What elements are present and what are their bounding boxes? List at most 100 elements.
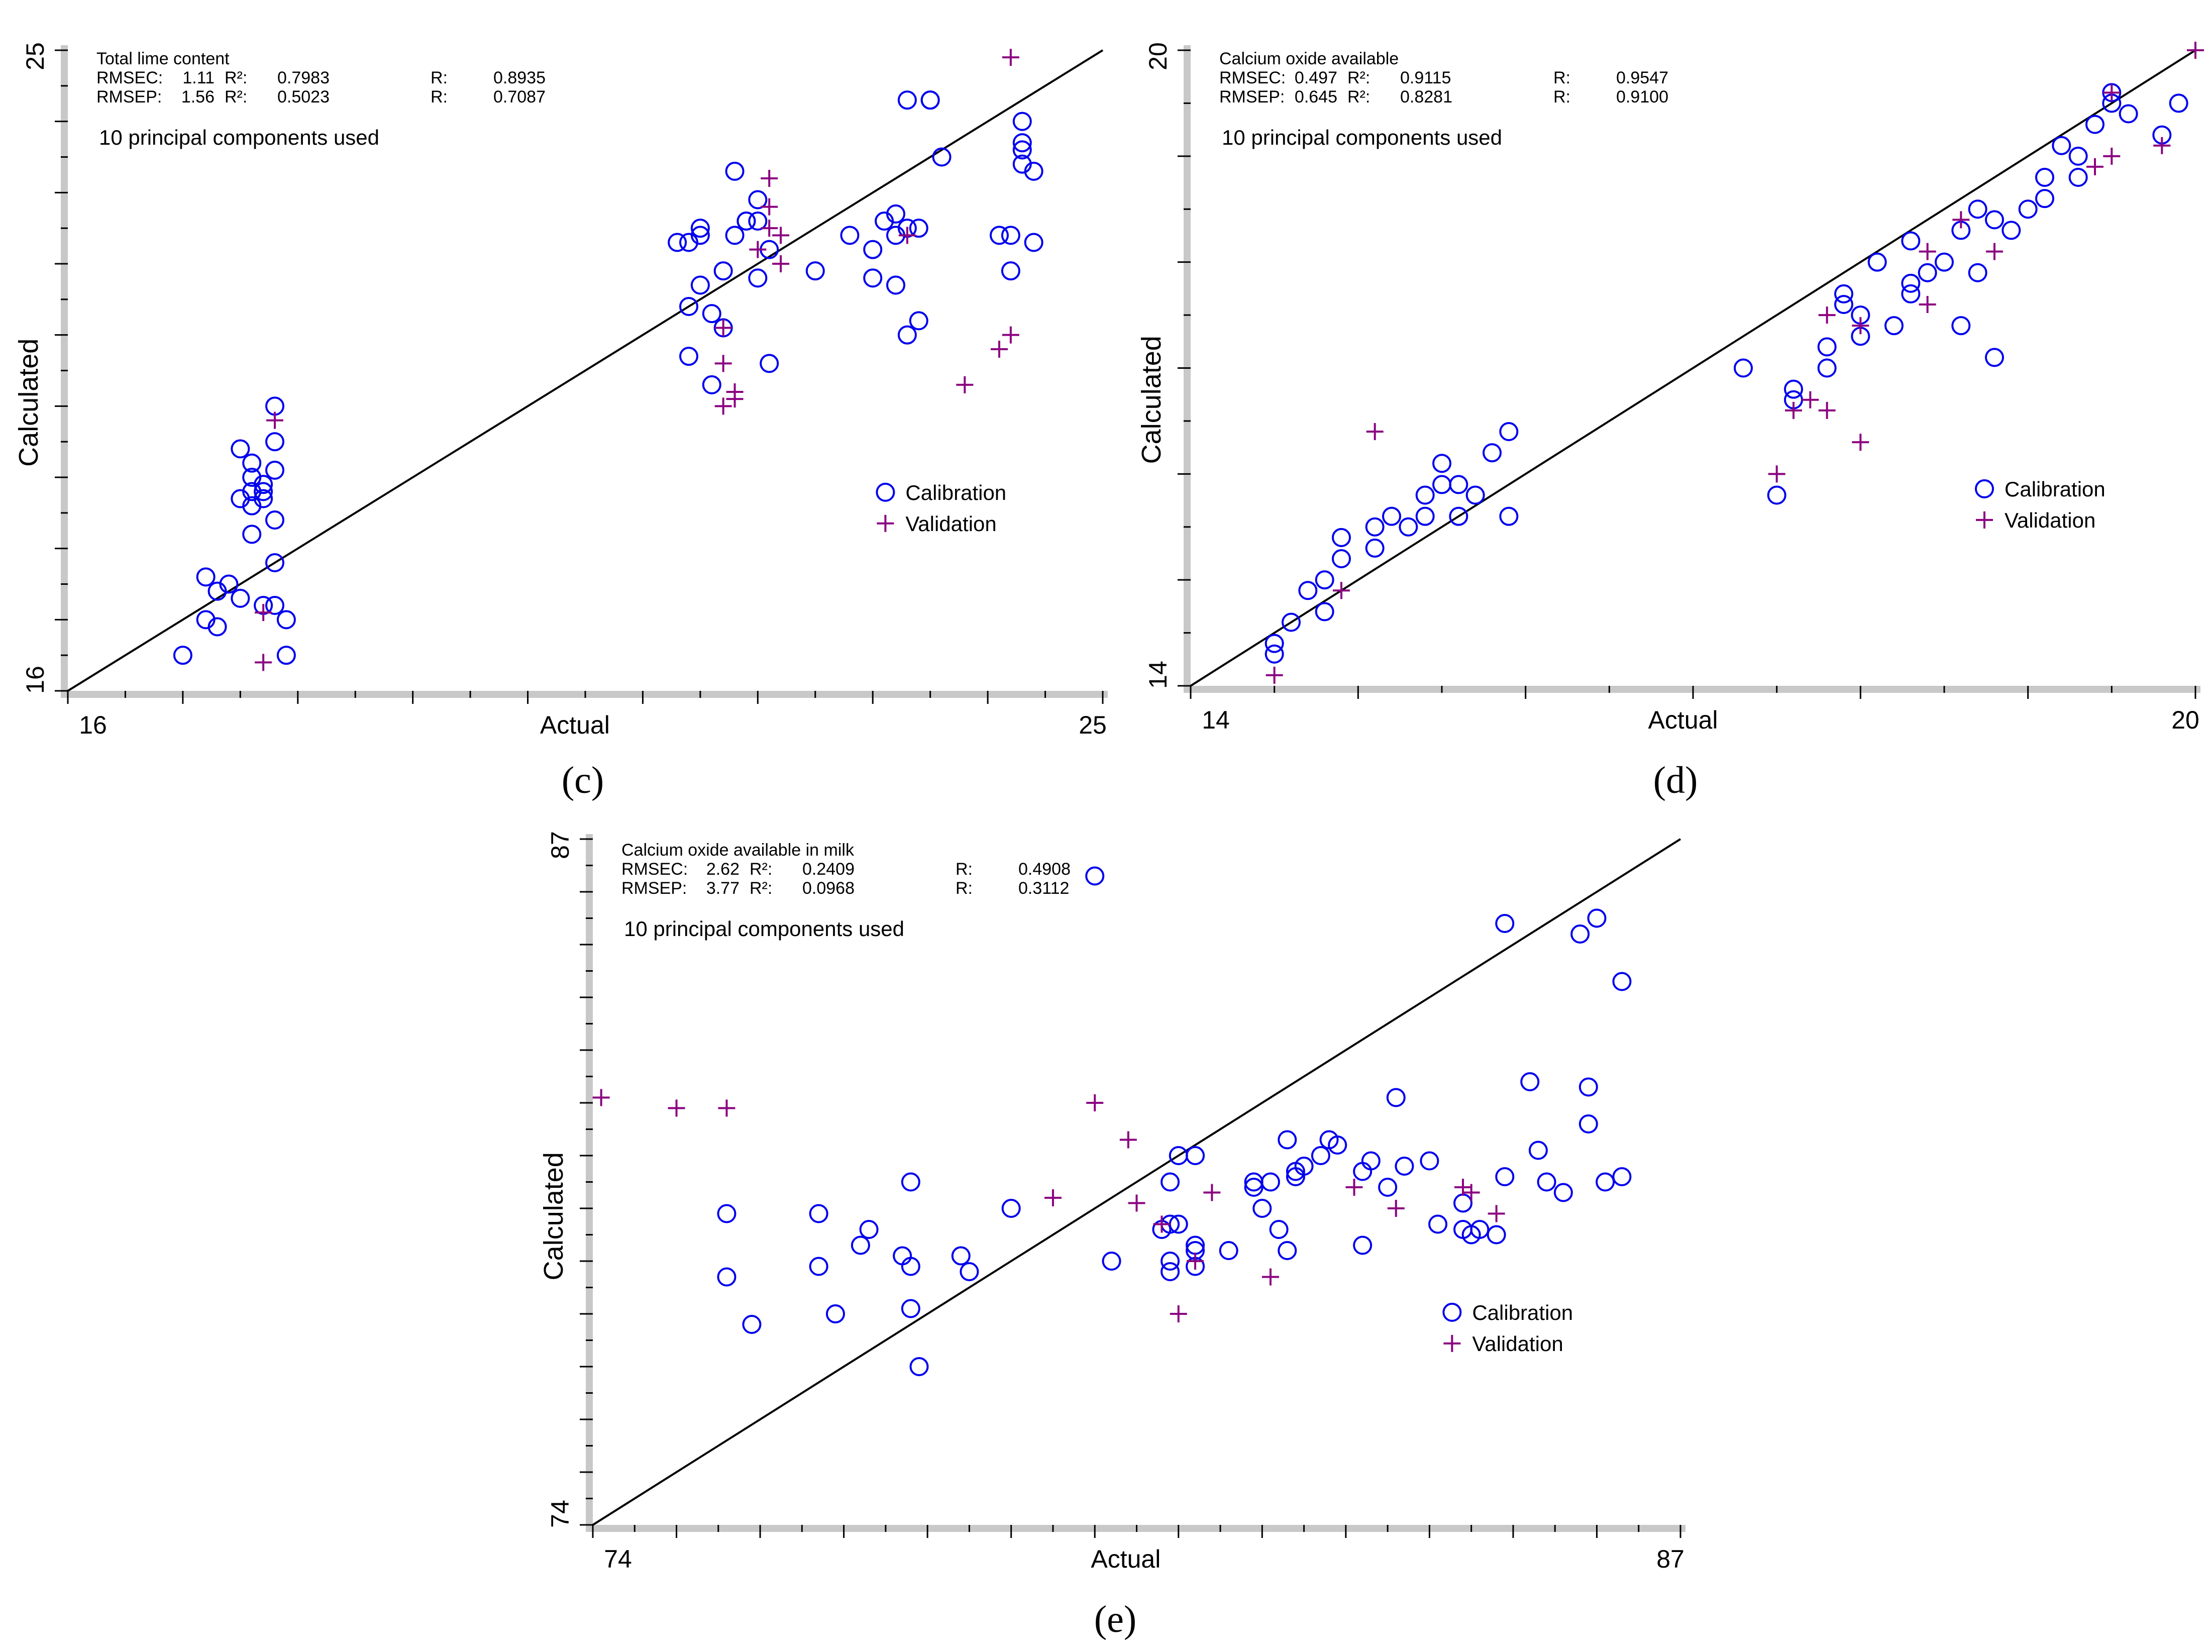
calibration-point	[219, 574, 239, 594]
x-tick-label: 14	[1202, 706, 1230, 734]
panel-label: (e)	[1094, 1598, 1136, 1640]
calibration-point	[2068, 146, 2088, 166]
calibration-point	[1219, 1241, 1238, 1260]
calibration-point	[265, 460, 284, 480]
validation-point	[1266, 666, 1283, 684]
validation-point	[1002, 326, 1019, 344]
validation-point	[1044, 1189, 1062, 1206]
validation-point	[991, 341, 1008, 358]
calibration-point	[1587, 908, 1607, 928]
calibration-point	[932, 147, 952, 167]
calibration-point	[1378, 1178, 1398, 1197]
calibration-point	[1315, 570, 1334, 590]
stat-value: 2.62	[706, 860, 740, 879]
calibration-point	[1161, 1262, 1180, 1281]
calibration-point	[690, 226, 710, 245]
y-tick-label: 20	[1144, 42, 1172, 70]
stat-r2-label: R²:	[1347, 68, 1370, 87]
calibration-point	[1332, 528, 1351, 547]
validation-point	[1187, 1253, 1204, 1270]
stat-r2-value: 0.8281	[1400, 87, 1452, 107]
validation-point	[714, 355, 732, 372]
calibration-point	[1012, 140, 1032, 160]
stats-title: Total lime content	[96, 49, 230, 68]
calibration-point	[1085, 866, 1105, 886]
calibration-point	[1901, 231, 1921, 251]
legend-calibration-label: Calibration	[1472, 1301, 1573, 1324]
calibration-point	[1420, 1151, 1439, 1171]
calibration-point	[1968, 199, 1987, 219]
legend-calibration-marker	[1975, 479, 1994, 498]
validation-point	[1366, 423, 1384, 440]
stat-r-value: 0.3112	[1018, 879, 1069, 898]
calibration-point	[840, 226, 860, 245]
calibration-point	[1361, 1151, 1381, 1171]
stat-label: RMSEC:	[621, 860, 688, 879]
x-axis-label: Actual	[1091, 1545, 1161, 1573]
stats-title: Calcium oxide available in milk	[621, 841, 855, 860]
calibration-point	[725, 161, 745, 181]
calibration-point	[1884, 316, 1904, 336]
calibration-point	[1495, 914, 1515, 933]
calibration-point	[909, 1357, 929, 1376]
y-tick-label: 14	[1144, 661, 1172, 689]
legend-calibration-label: Calibration	[905, 481, 1006, 504]
y-tick-label: 25	[21, 42, 49, 70]
calibration-point	[1499, 506, 1519, 526]
calibration-point	[1935, 252, 1954, 272]
y-axis-label: Calculated	[14, 339, 44, 467]
calibration-point	[679, 347, 698, 366]
legend-calibration-label: Calibration	[2005, 477, 2105, 501]
stat-r2-value: 0.5023	[277, 87, 330, 107]
stat-r-value: 0.4908	[1018, 860, 1071, 879]
calibration-point	[990, 226, 1009, 245]
calibration-point	[909, 219, 928, 238]
calibration-point	[1332, 549, 1351, 568]
stat-r-value: 0.7087	[493, 87, 546, 107]
panel-c: (c) 16 25 25 16 Actual Calculated Total lime c…	[14, 42, 1108, 801]
calibration-point	[1901, 273, 1921, 293]
x-axis-label: Actual	[540, 711, 610, 739]
calibration-point	[1265, 644, 1284, 664]
calibration-point	[960, 1262, 979, 1281]
stat-r-label: R:	[956, 879, 973, 898]
calibration-point	[1395, 1157, 1414, 1176]
y-tick-label: 74	[546, 1500, 574, 1528]
calibration-point	[1161, 1172, 1180, 1192]
validation-point	[1345, 1179, 1363, 1196]
validation-point	[1919, 243, 1936, 260]
calibration-point	[1102, 1252, 1121, 1271]
calibration-point	[1520, 1072, 1540, 1091]
x-tick-label: 74	[604, 1545, 632, 1573]
calibration-point	[1186, 1146, 1205, 1165]
calibration-point	[748, 268, 768, 288]
calibration-point	[2035, 189, 2054, 209]
validation-point	[2103, 84, 2121, 101]
calibration-point	[748, 190, 768, 210]
calibration-point	[1470, 1220, 1490, 1239]
calibration-point	[901, 1257, 920, 1276]
x-tick-label: 87	[1656, 1545, 1684, 1573]
calibration-point	[717, 1204, 736, 1223]
calibration-point	[231, 588, 250, 608]
calibration-point	[1328, 1135, 1347, 1155]
stats-title: Calcium oxide available	[1219, 49, 1399, 68]
calibration-point	[1483, 443, 1502, 463]
calibration-point	[805, 261, 825, 281]
calibration-point	[1278, 1241, 1297, 1260]
validation-point	[714, 319, 732, 337]
validation-point	[772, 227, 790, 244]
calibration-point	[1252, 1199, 1272, 1218]
calibration-point	[265, 510, 284, 530]
calibration-point	[825, 1304, 845, 1323]
calibration-point	[1767, 485, 1786, 505]
calibration-point	[1968, 263, 1987, 282]
calibration-point	[1265, 634, 1284, 653]
calibration-point	[1382, 506, 1401, 526]
calibration-point	[254, 489, 273, 508]
calibration-point	[1311, 1146, 1330, 1165]
calibration-point	[254, 475, 273, 494]
x-tick-label: 20	[2171, 706, 2199, 734]
calibration-point	[1012, 112, 1032, 131]
